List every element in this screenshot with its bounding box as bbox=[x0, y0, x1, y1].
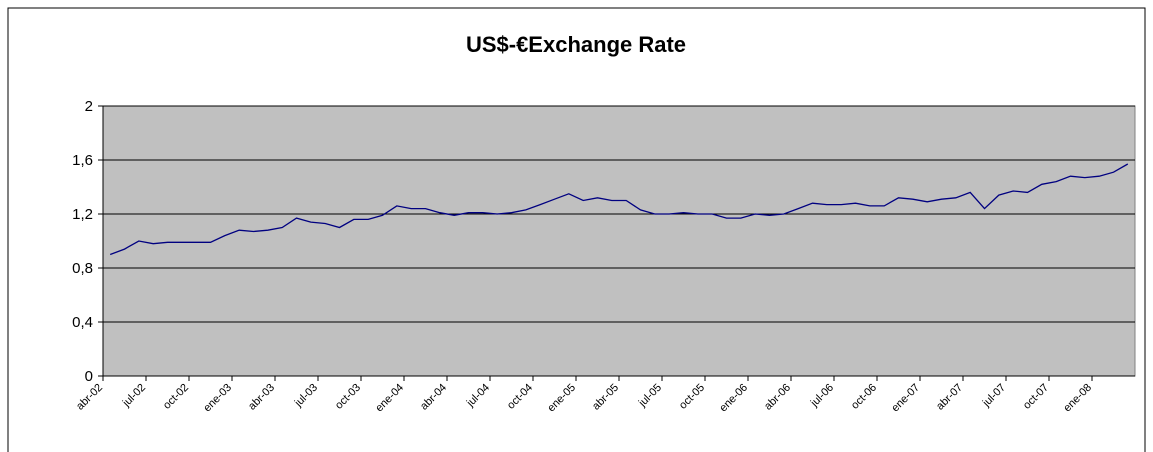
y-tick-label: 0,8 bbox=[72, 260, 93, 277]
y-tick-label: 0 bbox=[85, 368, 93, 385]
y-tick-label: 1,2 bbox=[72, 206, 93, 223]
y-tick-label: 0,4 bbox=[72, 314, 93, 331]
chart-title: US$-€Exchange Rate bbox=[466, 32, 686, 57]
plot-area bbox=[102, 105, 1136, 377]
data-line bbox=[109, 163, 1129, 256]
y-tick-label: 1,6 bbox=[72, 152, 93, 169]
y-tick-label: 2 bbox=[85, 98, 93, 115]
